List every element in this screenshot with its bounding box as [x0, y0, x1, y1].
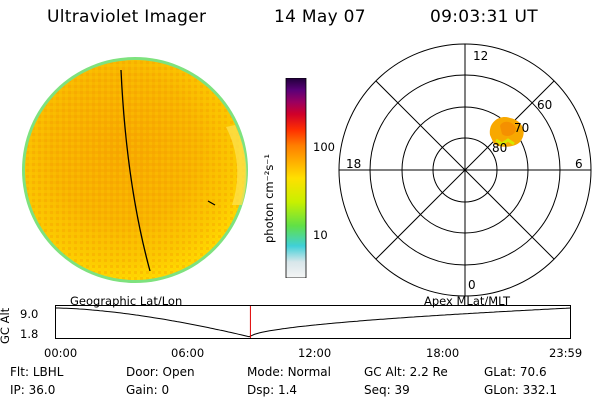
altitude-curve	[56, 307, 572, 338]
polar-axis-diag2	[375, 80, 555, 260]
colorbar-tick-100: 100	[313, 140, 335, 154]
mlat-label-70: 70	[514, 121, 529, 135]
geographic-label: Geographic Lat/Lon	[70, 294, 183, 308]
altitude-tick-high: 9.0	[20, 307, 39, 321]
apex-label: Apex MLat/MLT	[424, 294, 511, 308]
status-dsp: Dsp: 1.4	[247, 383, 298, 397]
time-tick-4: 23:59	[549, 346, 583, 360]
colorbar-unit-label: photon cm⁻²s⁻¹	[262, 154, 276, 243]
status-ip: IP: 36.0	[10, 383, 56, 397]
status-glat: GLat: 70.6	[484, 365, 547, 379]
time-label: 09:03:31 UT	[430, 7, 538, 27]
time-tick-2: 12:00	[298, 346, 332, 360]
colorbar-tick-10: 10	[313, 228, 328, 242]
altitude-timeline	[55, 305, 572, 339]
disk-edge-brightening	[226, 125, 247, 205]
instrument-title: Ultraviolet Imager	[47, 7, 207, 27]
status-glon: GLon: 332.1	[484, 383, 557, 397]
mlat-label-60: 60	[537, 98, 552, 112]
time-tick-0: 00:00	[44, 346, 78, 360]
mlat-label-80: 80	[492, 141, 507, 155]
geographic-uv-image	[22, 57, 248, 283]
ground-track-line	[120, 69, 151, 272]
status-flt: Flt: LBHL	[10, 365, 64, 379]
colorbar	[284, 77, 308, 279]
disk-texture	[25, 60, 245, 280]
status-gc-alt: GC Alt: 2.2 Re	[364, 365, 448, 379]
status-mode: Mode: Normal	[247, 365, 331, 379]
small-marker	[207, 200, 216, 206]
timeline-frame	[55, 305, 571, 339]
status-door: Door: Open	[126, 365, 195, 379]
mlt-label-bottom: 0	[468, 278, 476, 292]
mlt-label-left: 18	[346, 157, 361, 171]
mlt-label-right: 6	[575, 157, 583, 171]
status-gain: Gain: 0	[126, 383, 170, 397]
time-tick-3: 18:00	[426, 346, 460, 360]
aurora-blob-core	[500, 121, 516, 136]
date-label: 14 May 07	[274, 7, 366, 27]
polar-mlat-mlt-plot: 12 18 6 0 60 70 80	[338, 43, 592, 297]
status-seq: Seq: 39	[364, 383, 410, 397]
mlt-label-top: 12	[473, 49, 488, 63]
time-tick-1: 06:00	[171, 346, 205, 360]
altitude-axis-label: GC Alt	[0, 307, 12, 344]
aurora-blob-edge	[495, 138, 515, 146]
altitude-tick-low: 1.8	[20, 327, 39, 341]
